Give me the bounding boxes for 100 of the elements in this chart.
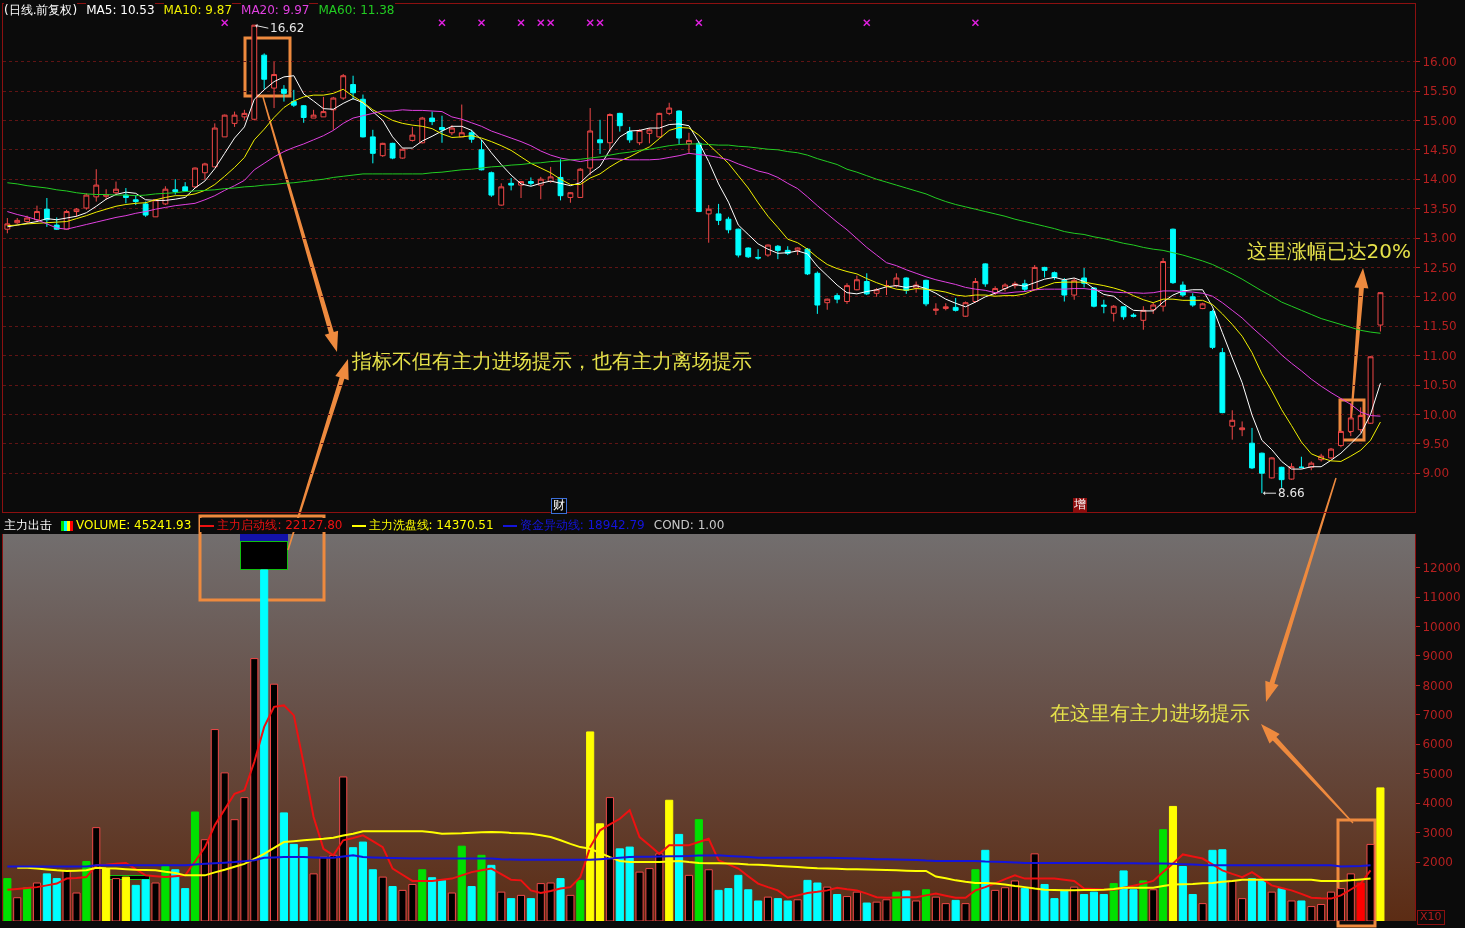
- candlestick: [755, 248, 762, 261]
- bar: [1198, 903, 1207, 921]
- candlestick: [458, 104, 465, 138]
- bar: [279, 812, 288, 921]
- y-tick-label: 8000: [1422, 678, 1453, 693]
- candlestick: [310, 109, 317, 119]
- bar: [52, 878, 61, 921]
- y-tick-label: 12000: [1422, 560, 1461, 575]
- candlestick: [932, 302, 939, 316]
- candlestick: [646, 127, 653, 144]
- y-tick-label: 9.00: [1422, 466, 1450, 481]
- bar: [1287, 900, 1296, 921]
- bar: [991, 889, 1000, 921]
- bar: [892, 891, 901, 921]
- candlestick: [271, 61, 277, 109]
- text: MA5: 10.53: [86, 3, 155, 17]
- candlestick: [676, 109, 682, 145]
- legend-label: 资金异动线: 18942.79: [519, 518, 645, 532]
- candlestick: [14, 217, 21, 225]
- candlestick: [774, 244, 781, 260]
- candlestick: [853, 275, 860, 291]
- bar: [457, 845, 466, 921]
- bar: [1257, 880, 1266, 921]
- y-tick-label: 11.50: [1422, 319, 1457, 334]
- annotation: 16.62: [270, 21, 305, 35]
- candlestick: [1328, 447, 1334, 460]
- candlestick: [1357, 406, 1364, 434]
- candlestick: [498, 182, 505, 207]
- line-series: [6, 854, 1372, 868]
- candlestick: [636, 128, 643, 146]
- bar: [181, 888, 190, 921]
- candlestick: [715, 203, 722, 226]
- bar: [556, 878, 565, 921]
- y-tick-label: 5000: [1422, 766, 1453, 781]
- candlestick: [211, 122, 218, 168]
- bar: [1307, 906, 1316, 921]
- bar: [467, 886, 476, 921]
- y-tick-label: 11.00: [1422, 348, 1457, 363]
- candlestick: [962, 301, 969, 318]
- bar: [842, 896, 852, 921]
- candlestick: [893, 272, 900, 288]
- candlestick: [439, 115, 445, 144]
- candlestick: [83, 192, 90, 211]
- bar: [1376, 787, 1385, 921]
- bar: [704, 869, 713, 921]
- candlestick: [597, 119, 603, 155]
- bar: [349, 847, 358, 921]
- bar: [526, 898, 535, 921]
- bar: [1159, 829, 1168, 921]
- bar: [437, 879, 447, 921]
- bar: [605, 797, 614, 921]
- text: COND: 1.00: [653, 518, 725, 532]
- chart-subtitle: (日线.前复权): [4, 3, 78, 17]
- bar: [3, 878, 12, 921]
- bar: [684, 874, 693, 921]
- bar: [1356, 882, 1365, 921]
- bar: [763, 896, 773, 921]
- annotation: 8.66: [1278, 486, 1305, 500]
- y-tick-label: 10000: [1422, 619, 1461, 634]
- bar: [516, 894, 526, 921]
- candlestick: [1120, 305, 1127, 321]
- bar: [1109, 883, 1118, 921]
- candlestick: [942, 302, 949, 311]
- bar: [862, 902, 871, 921]
- y-tick-label: 4000: [1422, 796, 1453, 811]
- bar: [388, 886, 397, 921]
- candlestick: [113, 181, 119, 196]
- candlestick: [1268, 456, 1275, 479]
- candlestick: [34, 205, 40, 223]
- bar: [1228, 880, 1237, 921]
- candlestick: [350, 75, 357, 101]
- candlestick: [1110, 304, 1117, 322]
- candlestick: [1377, 291, 1384, 332]
- bar: [1070, 886, 1079, 921]
- bar: [428, 877, 437, 921]
- candlestick: [1170, 228, 1176, 285]
- candlestick: [360, 94, 366, 138]
- candlestick: [221, 114, 228, 138]
- candlestick: [488, 171, 495, 198]
- annotation: 增: [1073, 497, 1087, 512]
- candlestick: [1150, 302, 1157, 315]
- candlestick: [192, 166, 198, 189]
- bar: [13, 897, 22, 921]
- candlestick: [399, 148, 406, 160]
- candlestick: [409, 126, 416, 143]
- candlestick: [587, 107, 594, 176]
- candlestick: [1229, 409, 1236, 441]
- y-tick-label: 3000: [1422, 825, 1453, 840]
- bar: [1001, 887, 1010, 921]
- bar: [1149, 889, 1158, 921]
- candlestick: [745, 246, 752, 259]
- legend-label: VOLUME: 45241.93: [76, 518, 192, 532]
- candlestick: [923, 279, 929, 307]
- bar: [833, 893, 842, 921]
- candlestick: [844, 282, 850, 305]
- candlestick: [1091, 286, 1097, 308]
- candlestick: [1249, 427, 1255, 470]
- bar: [1080, 893, 1089, 921]
- bar: [941, 903, 950, 921]
- bar: [42, 873, 51, 921]
